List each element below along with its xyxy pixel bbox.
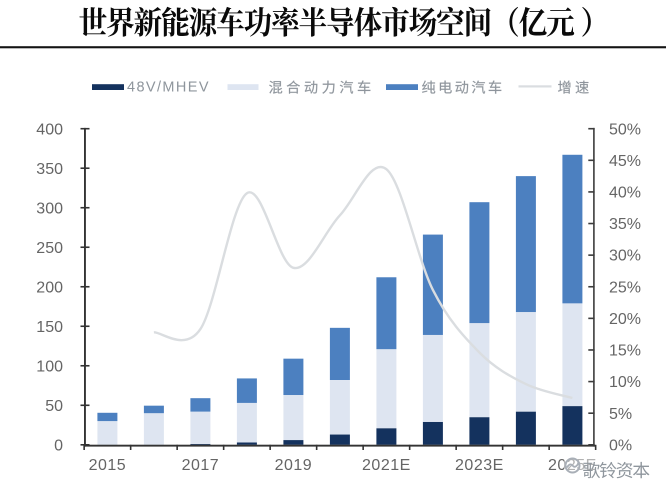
svg-text:30%: 30% <box>609 248 641 265</box>
svg-text:35%: 35% <box>609 216 641 233</box>
svg-text:300: 300 <box>36 200 63 217</box>
svg-text:0: 0 <box>54 437 63 454</box>
svg-text:48V/MHEV: 48V/MHEV <box>127 80 210 96</box>
svg-text:20%: 20% <box>609 311 641 328</box>
svg-text:200: 200 <box>36 279 63 296</box>
svg-text:250: 250 <box>36 240 63 257</box>
svg-text:45%: 45% <box>609 153 641 170</box>
svg-text:10%: 10% <box>609 374 641 391</box>
svg-text:2023E: 2023E <box>455 457 504 474</box>
svg-text:150: 150 <box>36 319 63 336</box>
svg-text:2019: 2019 <box>275 457 313 474</box>
svg-text:2015: 2015 <box>89 457 127 474</box>
svg-text:25%: 25% <box>609 279 641 296</box>
svg-text:350: 350 <box>36 161 63 178</box>
svg-text:2017: 2017 <box>182 457 220 474</box>
svg-text:50: 50 <box>45 398 63 415</box>
svg-text:40%: 40% <box>609 185 641 202</box>
svg-text:50%: 50% <box>609 121 641 138</box>
svg-text:15%: 15% <box>609 343 641 360</box>
svg-text:400: 400 <box>36 121 63 138</box>
svg-text:2021E: 2021E <box>362 457 411 474</box>
svg-text:100: 100 <box>36 358 63 375</box>
svg-text:5%: 5% <box>609 406 632 423</box>
